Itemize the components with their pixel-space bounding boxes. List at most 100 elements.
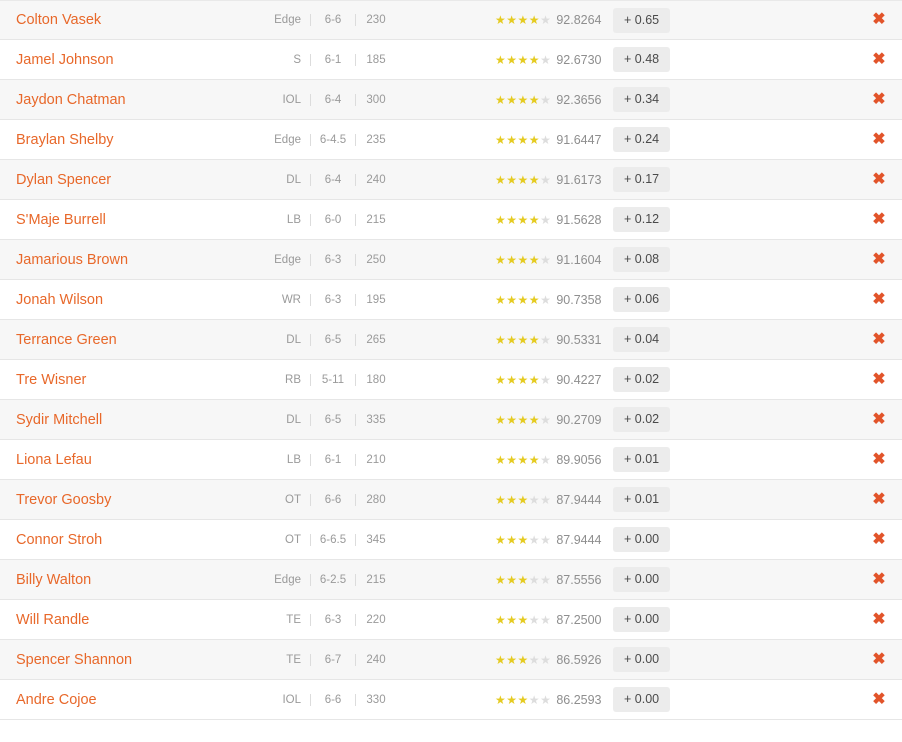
player-delta-cell: + 0.00 <box>613 607 703 632</box>
star-filled-icon: ★ <box>517 372 529 387</box>
star-filled-icon: ★ <box>506 452 518 467</box>
star-filled-icon: ★ <box>517 132 529 147</box>
player-position: RB <box>285 373 301 386</box>
player-name-link[interactable]: Jaydon Chatman <box>16 91 126 108</box>
star-filled-icon: ★ <box>528 252 541 267</box>
player-weight: 240 <box>355 173 396 186</box>
close-x-icon[interactable]: ✖ <box>872 290 886 308</box>
player-name-link[interactable]: Jonah Wilson <box>16 291 104 308</box>
close-x-icon[interactable]: ✖ <box>872 450 886 468</box>
remove-cell: ✖ <box>856 370 902 388</box>
close-x-icon[interactable]: ✖ <box>872 530 886 548</box>
close-x-icon[interactable]: ✖ <box>872 690 886 708</box>
star-filled-icon: ★ <box>506 172 518 187</box>
player-name-link[interactable]: Dylan Spencer <box>16 171 112 188</box>
close-x-icon[interactable]: ✖ <box>872 370 886 388</box>
player-rating: ★★★★★ 90.4227 <box>495 373 613 387</box>
star-filled-icon: ★ <box>495 132 507 147</box>
star-filled-icon: ★ <box>528 52 541 67</box>
player-name-link[interactable]: Jamel Johnson <box>16 51 114 68</box>
star-rating: ★★★★★ <box>495 94 551 106</box>
player-name-link[interactable]: Andre Cojoe <box>16 691 97 708</box>
close-x-icon[interactable]: ✖ <box>872 250 886 268</box>
star-filled-icon: ★ <box>517 252 529 267</box>
player-score: 92.6730 <box>556 52 602 67</box>
player-name-link[interactable]: Tre Wisner <box>16 371 87 388</box>
player-height: 6-3 <box>310 613 355 626</box>
delta-badge: + 0.02 <box>613 407 671 432</box>
player-vitals: OT 6-6.5 345 <box>268 533 396 546</box>
star-empty-icon: ★ <box>540 92 552 107</box>
star-empty-icon: ★ <box>540 52 552 67</box>
star-filled-icon: ★ <box>495 252 507 267</box>
table-row: Jonah Wilson WR 6-3 195 ★★★★★ 90.7358 + 0.06 ✖ <box>0 280 902 320</box>
star-rating: ★★★★★ <box>495 574 551 586</box>
star-rating: ★★★★★ <box>495 14 551 26</box>
close-x-icon[interactable]: ✖ <box>872 11 886 28</box>
star-filled-icon: ★ <box>495 412 507 427</box>
player-score: 90.7358 <box>556 292 602 307</box>
player-score: 91.1604 <box>556 252 602 267</box>
close-x-icon[interactable]: ✖ <box>872 90 886 108</box>
player-name-link[interactable]: Colton Vasek <box>16 12 102 28</box>
player-name-link[interactable]: Liona Lefau <box>16 451 92 468</box>
player-height: 6-0 <box>310 213 355 226</box>
player-delta-cell: + 0.01 <box>613 487 703 512</box>
player-name-link[interactable]: Spencer Shannon <box>16 651 133 668</box>
player-name-link[interactable]: Sydir Mitchell <box>16 411 103 428</box>
table-row: Trevor Goosby OT 6-6 280 ★★★★★ 87.9444 + 0.01 ✖ <box>0 480 902 520</box>
close-x-icon[interactable]: ✖ <box>872 210 886 228</box>
player-height: 6-5 <box>310 413 355 426</box>
star-filled-icon: ★ <box>506 252 518 267</box>
player-name-link[interactable]: Terrance Green <box>16 331 117 348</box>
player-weight: 330 <box>355 693 396 706</box>
close-x-icon[interactable]: ✖ <box>872 130 886 148</box>
close-x-icon[interactable]: ✖ <box>872 610 886 628</box>
close-x-icon[interactable]: ✖ <box>872 410 886 428</box>
star-rating: ★★★★★ <box>495 534 551 546</box>
table-row: Terrance Green DL 6-5 265 ★★★★★ 90.5331 + 0.04… <box>0 320 902 360</box>
star-empty-icon: ★ <box>540 452 552 467</box>
table-row: Braylan Shelby Edge 6-4.5 235 ★★★★★ 91.6447 + … <box>0 120 902 160</box>
player-vitals: S 6-1 185 <box>268 53 396 66</box>
player-height: 6-4.5 <box>310 133 355 146</box>
player-height: 6-3 <box>310 253 355 266</box>
table-row: Spencer Shannon TE 6-7 240 ★★★★★ 86.5926 + 0.0… <box>0 640 902 680</box>
star-filled-icon: ★ <box>517 652 529 667</box>
recruit-list: Colton Vasek Edge 6-6 230 ★★★★★ 92.8264 + 0.65… <box>0 0 902 720</box>
close-x-icon[interactable]: ✖ <box>872 50 886 68</box>
player-name-link[interactable]: Trevor Goosby <box>16 491 112 508</box>
player-name-link[interactable]: Braylan Shelby <box>16 131 114 148</box>
player-delta-cell: + 0.48 <box>613 47 703 72</box>
close-x-icon[interactable]: ✖ <box>872 330 886 348</box>
close-x-icon[interactable]: ✖ <box>872 490 886 508</box>
close-x-icon[interactable]: ✖ <box>872 170 886 188</box>
player-name-link[interactable]: Connor Stroh <box>16 531 103 548</box>
star-filled-icon: ★ <box>495 692 507 707</box>
player-score: 87.9444 <box>556 532 602 547</box>
player-position: WR <box>281 293 301 306</box>
star-filled-icon: ★ <box>495 452 507 467</box>
remove-cell: ✖ <box>856 12 902 28</box>
star-filled-icon: ★ <box>495 52 507 67</box>
player-position: Edge <box>274 14 301 26</box>
star-filled-icon: ★ <box>495 292 507 307</box>
star-filled-icon: ★ <box>506 572 518 587</box>
player-weight: 280 <box>355 493 396 506</box>
close-x-icon[interactable]: ✖ <box>872 570 886 588</box>
player-name-link[interactable]: S'Maje Burrell <box>16 211 106 228</box>
player-vitals: OT 6-6 280 <box>268 493 396 506</box>
player-height: 6-7 <box>310 653 355 666</box>
delta-badge: + 0.01 <box>613 447 671 472</box>
player-name-link[interactable]: Will Randle <box>16 611 90 628</box>
star-rating: ★★★★★ <box>495 134 551 146</box>
delta-badge: + 0.24 <box>613 127 671 152</box>
player-vitals: Edge 6-2.5 215 <box>268 573 396 586</box>
star-empty-icon: ★ <box>540 372 552 387</box>
delta-badge: + 0.34 <box>613 87 671 112</box>
close-x-icon[interactable]: ✖ <box>872 650 886 668</box>
player-score: 90.4227 <box>556 372 602 387</box>
player-name-link[interactable]: Billy Walton <box>16 571 92 588</box>
player-name-link[interactable]: Jamarious Brown <box>16 251 129 268</box>
player-height: 5-11 <box>310 373 355 386</box>
